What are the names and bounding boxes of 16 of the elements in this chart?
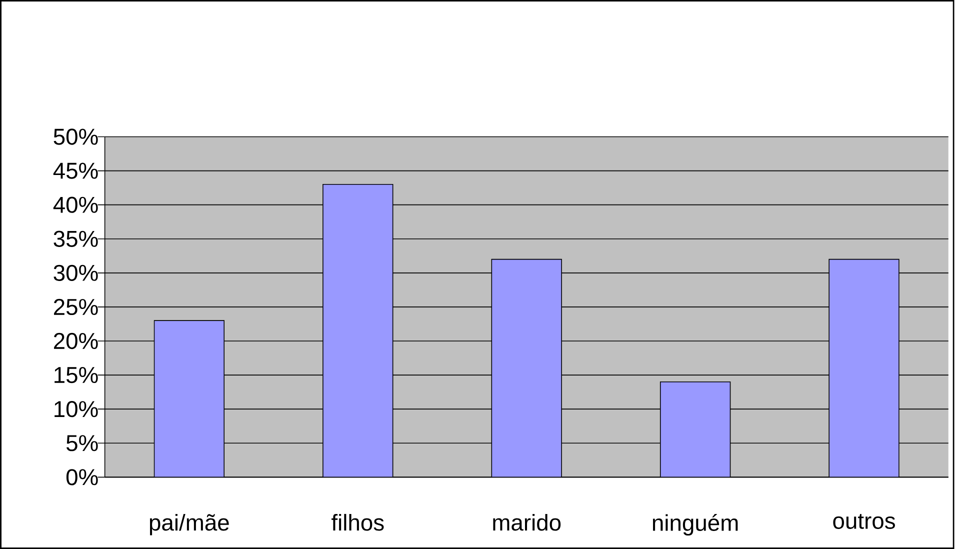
y-tick-label: 45% [53, 162, 98, 179]
y-tick-label: 40% [53, 196, 98, 213]
y-tick-label: 5% [66, 435, 98, 452]
y-tick-label: 50% [54, 128, 98, 145]
y-tick-label: 15% [54, 366, 98, 384]
y-tick-label: 0% [66, 469, 98, 486]
y-tick-label: 30% [54, 264, 98, 281]
y-tick-label: 25% [54, 298, 98, 316]
x-tick-label: outros [833, 514, 895, 529]
x-tick-label: ninguém [652, 514, 738, 536]
x-tick-label: pai/mãe [150, 514, 229, 536]
x-tick-label: filhos [332, 514, 384, 531]
y-tick-label: 10% [54, 400, 98, 418]
y-tick-label: 20% [54, 332, 98, 350]
y-tick-label: 35% [54, 230, 98, 247]
x-tick-label: marido [493, 514, 561, 531]
